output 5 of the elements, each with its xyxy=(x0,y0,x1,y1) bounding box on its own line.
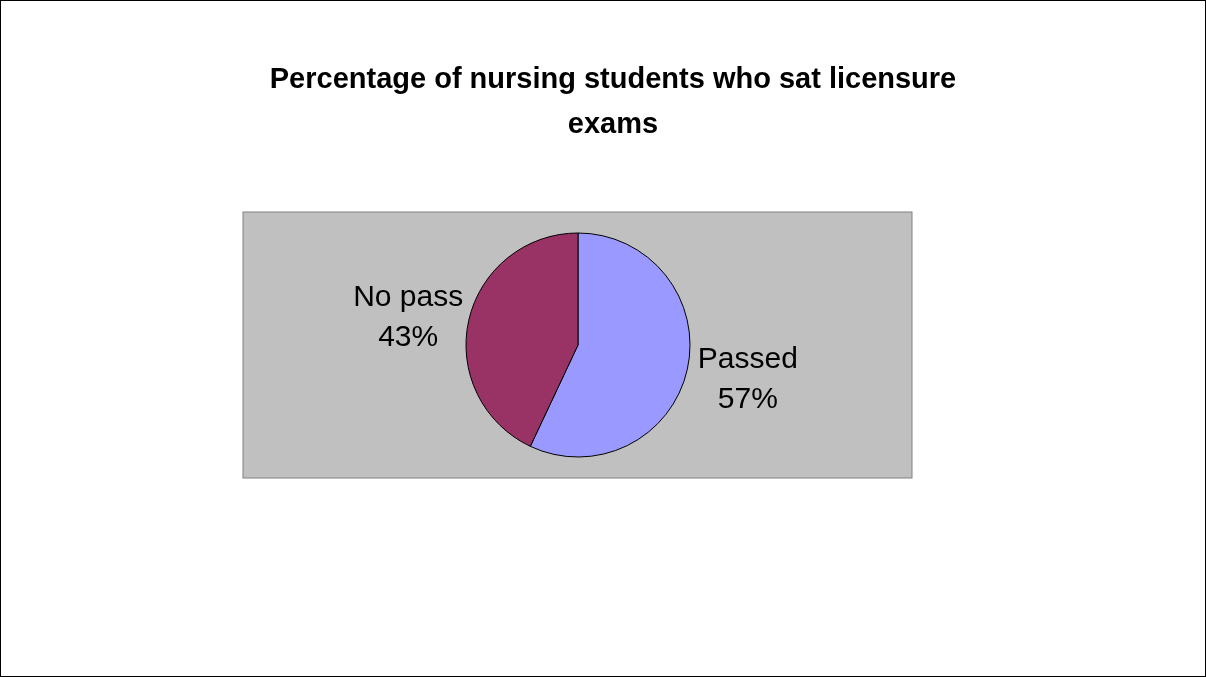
data-label: 57% xyxy=(717,380,778,414)
data-label: 43% xyxy=(378,319,439,353)
slice-label: No pass xyxy=(353,279,464,313)
slice-label: Passed xyxy=(697,340,798,374)
chart-title: Percentage of nursing students who sat licensure exams xyxy=(269,62,957,139)
